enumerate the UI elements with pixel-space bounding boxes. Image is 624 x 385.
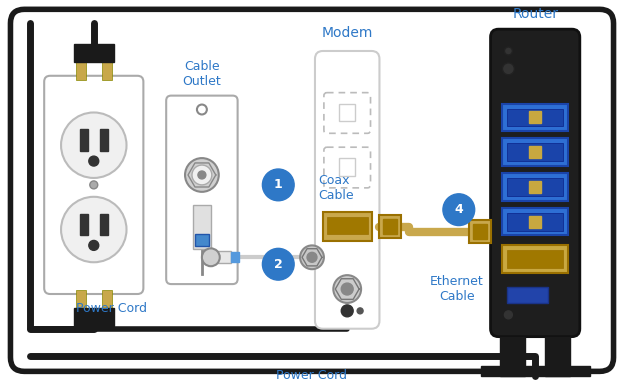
Circle shape	[300, 245, 324, 269]
Circle shape	[504, 311, 512, 319]
Circle shape	[357, 308, 363, 314]
Circle shape	[263, 169, 294, 201]
Text: 2: 2	[274, 258, 283, 271]
Bar	[74, 308, 114, 326]
Bar	[211, 251, 231, 263]
Text: Coax
Cable: Coax Cable	[318, 174, 354, 202]
Bar	[529, 181, 541, 193]
Bar	[339, 104, 355, 121]
FancyBboxPatch shape	[166, 95, 238, 284]
FancyBboxPatch shape	[44, 76, 144, 294]
Bar	[193, 205, 211, 249]
Bar	[323, 212, 371, 241]
Text: 4: 4	[454, 203, 463, 216]
Text: Ethernet
Cable: Ethernet Cable	[430, 275, 484, 303]
Circle shape	[90, 181, 98, 189]
Bar	[502, 173, 568, 201]
Bar	[502, 245, 568, 273]
Bar	[502, 208, 568, 236]
Circle shape	[198, 171, 206, 179]
FancyBboxPatch shape	[490, 29, 580, 336]
Bar	[529, 146, 541, 158]
Bar	[500, 336, 525, 376]
Circle shape	[192, 165, 212, 185]
Bar	[507, 250, 563, 268]
Bar	[231, 252, 238, 262]
Circle shape	[333, 275, 361, 303]
Circle shape	[197, 105, 207, 114]
Text: Modem: Modem	[321, 26, 373, 40]
Text: Power Cord: Power Cord	[276, 369, 348, 382]
Text: Cable
Outlet: Cable Outlet	[183, 60, 222, 88]
Bar	[327, 217, 368, 234]
Bar	[76, 290, 86, 312]
Text: 1: 1	[274, 178, 283, 191]
Bar	[100, 129, 108, 151]
Bar	[502, 138, 568, 166]
Bar	[480, 367, 590, 376]
Text: Power Cord: Power Cord	[76, 302, 147, 315]
Bar	[469, 219, 490, 243]
Bar	[76, 58, 86, 80]
Bar	[507, 109, 563, 126]
Bar	[473, 224, 487, 239]
Circle shape	[341, 283, 353, 295]
Circle shape	[61, 197, 127, 262]
Bar	[80, 214, 88, 236]
Bar	[529, 216, 541, 228]
Bar	[507, 143, 563, 161]
Bar	[102, 58, 112, 80]
Bar	[545, 336, 570, 376]
Circle shape	[202, 248, 220, 266]
Circle shape	[443, 194, 475, 226]
Circle shape	[502, 63, 514, 75]
Circle shape	[504, 47, 512, 55]
Bar	[379, 215, 401, 238]
Bar	[102, 290, 112, 312]
Bar	[80, 129, 88, 151]
Bar	[507, 213, 563, 231]
Circle shape	[61, 112, 127, 178]
Circle shape	[185, 158, 219, 192]
Bar	[74, 44, 114, 62]
Bar	[507, 178, 563, 196]
Circle shape	[263, 248, 294, 280]
Text: Router: Router	[512, 7, 558, 21]
Circle shape	[89, 241, 99, 250]
Circle shape	[89, 156, 99, 166]
Bar	[502, 104, 568, 131]
Circle shape	[341, 305, 353, 317]
Bar	[383, 219, 397, 234]
FancyBboxPatch shape	[315, 51, 379, 329]
Bar	[529, 112, 541, 124]
Bar	[507, 287, 548, 303]
Bar	[339, 158, 355, 176]
Bar	[195, 234, 209, 246]
Circle shape	[307, 252, 317, 262]
Bar	[100, 214, 108, 236]
